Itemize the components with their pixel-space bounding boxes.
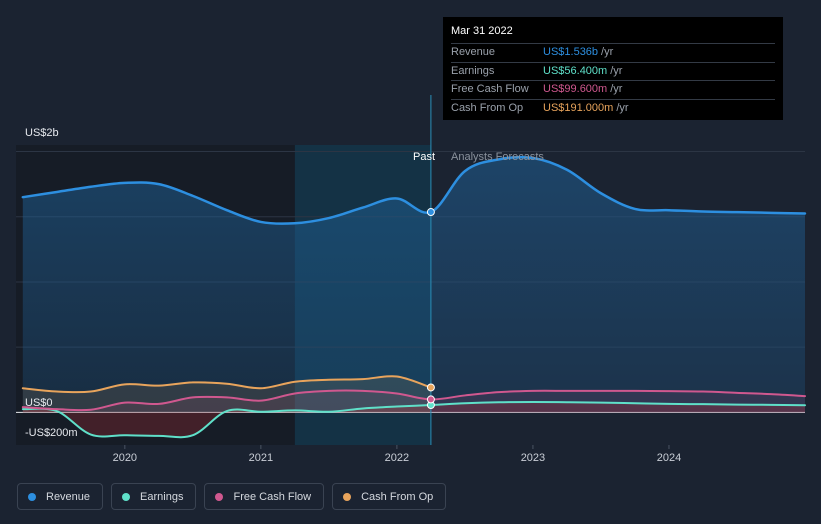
y-label-bottom: -US$200m [25,427,78,439]
series-lines [21,155,807,439]
cash-from-op-line [21,375,432,394]
legend-label: Cash From Op [361,490,434,503]
legend-dot-icon [28,492,36,501]
x-tick-label: 2023 [521,452,545,464]
legend-item-cash-from-op[interactable]: Cash From Op [332,483,447,510]
data-tooltip: Mar 31 2022 Revenue US$1.536b/yr Earnings U… [443,17,783,120]
tooltip-row: Cash From Op US$191.000m/yr [451,98,775,118]
revenue-marker [426,208,435,217]
tooltip-row-value: US$56.400m [543,64,608,77]
legend-label: Revenue [46,490,91,503]
chart-legend: Revenue Earnings Free Cash Flow Cash From O… [17,483,447,510]
tooltip-row-unit: /yr [616,101,629,114]
tooltip-row-label: Cash From Op [451,101,524,114]
earnings-line [21,400,806,439]
x-tick-label: 2021 [249,452,273,464]
tooltip-row-value: US$191.000m [543,101,614,114]
y-label-zero: US$0 [25,397,53,409]
series-areas [22,157,806,438]
legend-label: Earnings [140,490,184,503]
legend-label: Free Cash Flow [233,490,312,503]
legend-item-revenue[interactable]: Revenue [17,483,104,510]
x-tick-label: 2024 [657,452,681,464]
past-label: Past [413,151,435,163]
tooltip-date: Mar 31 2022 [451,25,513,37]
free-cash-flow-area [22,390,806,413]
x-tick-label: 2022 [385,452,409,464]
x-tick-label: 2020 [113,452,137,464]
free-cash-flow-line [21,389,806,412]
tooltip-row: Revenue US$1.536b/yr [451,43,775,62]
current-markers [426,208,435,410]
cash-from-op-marker [426,383,435,392]
tooltip-row-value: US$1.536b [543,46,599,58]
revenue-area [22,157,806,413]
revenue-line [21,155,807,225]
tooltip-row: Earnings US$56.400m/yr [451,61,775,81]
tooltip-row-label: Earnings [451,64,495,77]
tooltip-row-label: Revenue [451,46,496,58]
tooltip-rows: Revenue US$1.536b/yr Earnings US$56.400m/yr… [451,43,775,117]
tooltip-row: Free Cash Flow US$99.600m/yr [451,80,775,99]
tooltip-row-unit: /yr [601,46,614,58]
legend-item-earnings[interactable]: Earnings [111,483,197,510]
x-axis-ticks: 2020 2021 2022 2023 2024 [113,445,681,464]
y-label-top: US$2b [25,127,59,139]
earnings-area [22,401,806,438]
tooltip-row-label: Free Cash Flow [451,83,529,95]
legend-item-free-cash-flow[interactable]: Free Cash Flow [204,483,325,510]
tooltip-row-value: US$99.600m [543,83,608,95]
forecast-label: Analysts Forecasts [451,151,544,163]
tooltip-row-unit: /yr [610,64,623,77]
legend-dot-icon [215,492,224,501]
free-cash-flow-marker [426,395,435,404]
legend-dot-icon [122,492,131,501]
legend-dot-icon [343,492,352,501]
tooltip-row-unit: /yr [610,83,623,95]
